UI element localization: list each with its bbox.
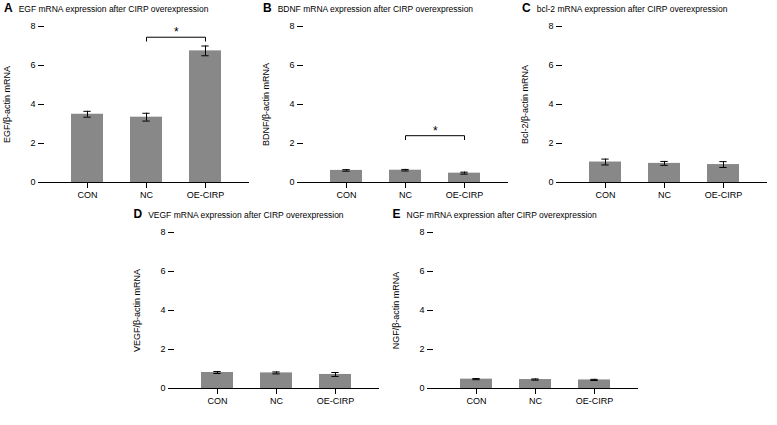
svg-text:CON: CON bbox=[78, 190, 98, 200]
svg-text:*: * bbox=[174, 25, 179, 39]
svg-text:2: 2 bbox=[419, 344, 424, 354]
svg-text:6: 6 bbox=[30, 60, 35, 70]
html-text:A: A bbox=[4, 1, 13, 15]
svg-text:NC: NC bbox=[399, 190, 412, 200]
svg-text:OE-CIRP: OE-CIRP bbox=[187, 190, 225, 200]
svg-text:Bcl-2/β-actin mRNA: Bcl-2/β-actin mRNA bbox=[520, 65, 530, 144]
html-text:NGF mRNA expression after CIRP: NGF mRNA expression after CIRP overexpre… bbox=[406, 210, 597, 220]
svg-text:4: 4 bbox=[548, 99, 553, 109]
svg-text:8: 8 bbox=[419, 227, 424, 237]
svg-text:VEGF/β-actin mRNA: VEGF/β-actin mRNA bbox=[131, 269, 141, 352]
html-text:VEGF mRNA expression after CIR: VEGF mRNA expression after CIRP overexpr… bbox=[148, 210, 344, 220]
svg-text:8: 8 bbox=[30, 21, 35, 31]
svg-text:BDNF/β-actin mRNA: BDNF/β-actin mRNA bbox=[261, 63, 271, 146]
svg-text:2: 2 bbox=[289, 138, 294, 148]
html-text:EGF mRNA expression after CIRP: EGF mRNA expression after CIRP overexpre… bbox=[18, 4, 209, 14]
svg-text:OE-CIRP: OE-CIRP bbox=[316, 396, 354, 406]
svg-text:OE-CIRP: OE-CIRP bbox=[575, 396, 613, 406]
html-text:BDNF mRNA expression after CIR: BDNF mRNA expression after CIRP overexpr… bbox=[277, 4, 474, 14]
svg-text:NC: NC bbox=[658, 190, 671, 200]
svg-text:2: 2 bbox=[548, 138, 553, 148]
svg-text:*: * bbox=[433, 124, 438, 138]
svg-text:8: 8 bbox=[289, 21, 294, 31]
svg-text:4: 4 bbox=[160, 305, 165, 315]
svg-text:0: 0 bbox=[160, 383, 165, 393]
svg-text:6: 6 bbox=[548, 60, 553, 70]
svg-text:6: 6 bbox=[289, 60, 294, 70]
svg-text:NC: NC bbox=[140, 190, 153, 200]
svg-text:4: 4 bbox=[419, 305, 424, 315]
svg-text:OE-CIRP: OE-CIRP bbox=[705, 190, 743, 200]
svg-text:8: 8 bbox=[548, 21, 553, 31]
svg-text:4: 4 bbox=[289, 99, 294, 109]
html-text:B: B bbox=[263, 1, 272, 15]
svg-text:0: 0 bbox=[419, 383, 424, 393]
svg-text:OE-CIRP: OE-CIRP bbox=[446, 190, 484, 200]
svg-text:0: 0 bbox=[548, 177, 553, 187]
svg-text:2: 2 bbox=[30, 138, 35, 148]
svg-text:CON: CON bbox=[466, 396, 486, 406]
svg-text:NGF/β-actin mRNA: NGF/β-actin mRNA bbox=[390, 272, 400, 350]
html-text:C: C bbox=[522, 1, 531, 15]
svg-text:0: 0 bbox=[30, 177, 35, 187]
svg-text:0: 0 bbox=[289, 177, 294, 187]
svg-text:CON: CON bbox=[596, 190, 616, 200]
svg-text:CON: CON bbox=[207, 396, 227, 406]
html-text:E: E bbox=[392, 207, 401, 221]
svg-text:EGF/β-actin mRNA: EGF/β-actin mRNA bbox=[2, 66, 12, 143]
svg-text:4: 4 bbox=[30, 99, 35, 109]
html-text:bcl-2 mRNA expression after CI: bcl-2 mRNA expression after CIRP overexp… bbox=[536, 4, 728, 14]
html-text:D: D bbox=[133, 207, 143, 221]
svg-text:NC: NC bbox=[529, 396, 542, 406]
svg-text:6: 6 bbox=[419, 266, 424, 276]
svg-text:NC: NC bbox=[270, 396, 283, 406]
svg-text:CON: CON bbox=[337, 190, 357, 200]
svg-text:2: 2 bbox=[160, 344, 165, 354]
svg-text:6: 6 bbox=[160, 266, 165, 276]
svg-text:8: 8 bbox=[160, 227, 165, 237]
